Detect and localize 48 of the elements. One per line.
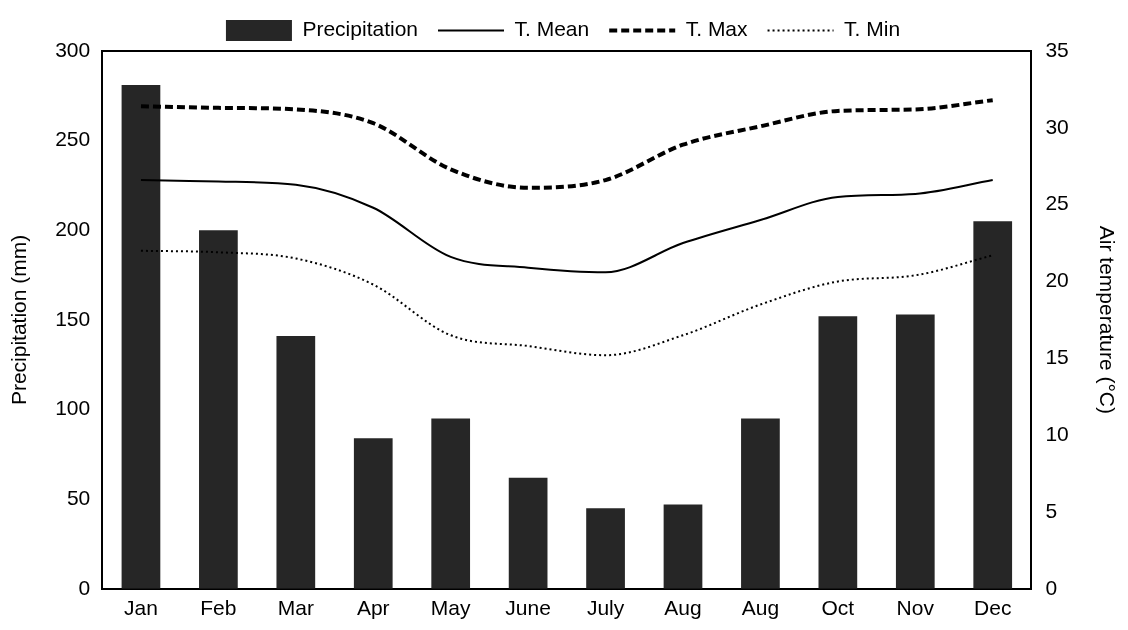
- x-tick-label: Nov: [896, 596, 935, 620]
- y-tick-label: 300: [55, 37, 91, 61]
- bar: [276, 336, 316, 589]
- y-tick-label: 0: [78, 575, 91, 599]
- x-tick-label: Mar: [277, 596, 314, 620]
- y2-tick-label: 30: [1045, 114, 1069, 138]
- y2-tick-label: 10: [1045, 421, 1069, 445]
- y2-axis-title: Air temperature (°C): [1095, 225, 1119, 414]
- x-tick-label: May: [430, 596, 472, 620]
- y-tick-label: 200: [55, 217, 91, 241]
- bar: [895, 314, 935, 589]
- bar: [973, 221, 1013, 589]
- x-tick-label: Oct: [821, 596, 855, 620]
- y2-tick-label: 25: [1045, 191, 1069, 215]
- y-tick-label: 50: [66, 485, 91, 509]
- line-series: [138, 98, 995, 190]
- x-tick-label: Dec: [974, 596, 1012, 620]
- y2-tick-label: 15: [1045, 345, 1069, 369]
- bar: [818, 316, 858, 589]
- y-tick-label: 150: [55, 306, 91, 330]
- y-axis-title: Precipitation (mm): [7, 234, 31, 406]
- legend-label: T. Mean: [514, 17, 590, 41]
- bar: [121, 85, 161, 589]
- bar: [353, 438, 393, 589]
- y2-tick-label: 5: [1045, 498, 1058, 522]
- bar: [741, 418, 780, 589]
- bar: [586, 508, 625, 589]
- legend-label: T. Max: [685, 17, 749, 41]
- x-tick-label: Aug: [664, 596, 702, 620]
- x-tick-label: June: [505, 596, 551, 620]
- x-tick-label: Aug: [741, 596, 780, 620]
- x-tick-label: Feb: [200, 596, 237, 620]
- bar: [431, 418, 471, 589]
- bar: [199, 230, 238, 589]
- line-series: [139, 179, 994, 274]
- legend-label: T. Min: [844, 17, 901, 41]
- y2-tick-label: 20: [1045, 268, 1069, 292]
- bar: [663, 504, 703, 589]
- y2-tick-label: 0: [1045, 575, 1058, 599]
- y-tick-label: 250: [55, 127, 91, 151]
- line-series: [139, 249, 994, 357]
- x-tick-label: July: [586, 596, 625, 620]
- y2-tick-label: 35: [1045, 37, 1069, 61]
- bar: [508, 477, 548, 589]
- y-tick-label: 100: [55, 396, 91, 420]
- x-tick-label: Jan: [124, 596, 158, 620]
- legend-label: Precipitation: [302, 17, 419, 41]
- x-tick-label: Apr: [356, 596, 390, 620]
